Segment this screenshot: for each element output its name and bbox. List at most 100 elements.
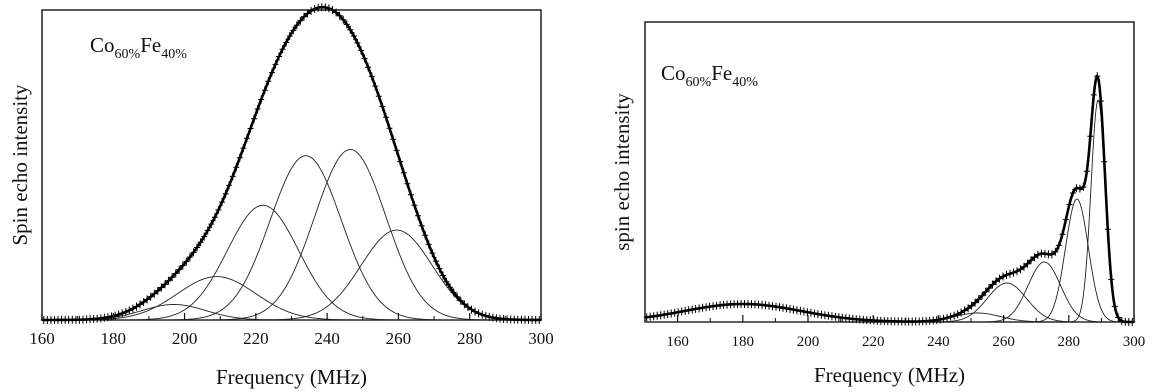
data-point: [204, 226, 211, 235]
x-tick-label: 180: [101, 329, 127, 348]
data-point: [201, 232, 208, 241]
data-point: [101, 313, 108, 322]
data-point: [272, 60, 279, 69]
data-point: [400, 168, 407, 177]
data-point: [699, 303, 706, 312]
data-point: [322, 3, 329, 12]
x-ticks-right: 160 180 200 220 240 260 280 300: [666, 315, 1145, 350]
data-point: [1066, 200, 1073, 209]
data-point: [982, 287, 989, 296]
data-point: [958, 308, 965, 317]
data-point: [379, 102, 386, 111]
data-point: [489, 313, 496, 322]
data-point: [944, 313, 951, 322]
data-point: [301, 12, 307, 21]
data-point: [393, 146, 400, 155]
data-point: [993, 277, 999, 286]
data-point: [368, 72, 375, 81]
data-point: [404, 179, 411, 188]
data-point: [787, 305, 793, 313]
data-point: [1080, 183, 1087, 191]
data-point: [215, 205, 222, 214]
y-axis-label-right: spin echo intensity: [610, 93, 634, 251]
data-point: [226, 181, 233, 190]
data-point: [472, 307, 479, 316]
data-point: [797, 306, 804, 315]
data-point: [343, 20, 350, 29]
x-tick-label: 280: [1058, 334, 1081, 350]
data-point: [325, 4, 332, 13]
data-point: [1108, 275, 1115, 284]
data-point: [194, 243, 200, 252]
component-curves-right: [644, 99, 1134, 323]
data-point: [383, 113, 389, 122]
data-point: [308, 6, 315, 15]
total-fit-right: [643, 72, 1136, 326]
data-point: [436, 264, 443, 273]
data-point: [133, 302, 140, 311]
data-point: [979, 291, 986, 300]
data-point: [1118, 317, 1125, 325]
x-tick-label: 220: [243, 329, 269, 348]
data-point: [1052, 247, 1059, 256]
data-point: [793, 306, 800, 315]
data-point: [685, 306, 692, 315]
data-point: [1014, 267, 1020, 276]
data-point: [479, 310, 486, 319]
data-point: [450, 288, 457, 297]
data-point: [290, 26, 297, 35]
data-point: [468, 305, 475, 314]
data-point: [179, 261, 186, 270]
data-point: [1024, 259, 1031, 268]
data-point: [340, 15, 347, 24]
data-point: [154, 286, 161, 295]
data-point: [1076, 184, 1083, 193]
data-point: [229, 172, 236, 181]
data-point: [429, 249, 436, 258]
data-point: [140, 298, 147, 306]
x-tick-label: 220: [862, 334, 885, 350]
data-point: [336, 11, 343, 20]
data-point: [432, 257, 439, 266]
data-point: [222, 189, 229, 198]
data-point: [1104, 225, 1111, 234]
data-point: [397, 157, 404, 166]
data-point: [258, 95, 265, 104]
data-point: [122, 307, 129, 316]
data-point: [390, 135, 397, 144]
data-point: [790, 305, 797, 314]
data-point: [989, 280, 996, 289]
data-point: [119, 309, 126, 318]
data-point: [375, 92, 382, 101]
data-point: [358, 46, 364, 55]
data-point: [158, 283, 165, 292]
data-point: [115, 310, 122, 319]
data-point: [147, 292, 154, 301]
data-point: [137, 300, 143, 309]
data-point: [954, 310, 961, 319]
data-point: [165, 276, 172, 285]
data-point: [418, 221, 425, 230]
component-curve-2: [42, 276, 541, 321]
data-point: [776, 303, 783, 312]
data-point: [425, 240, 432, 249]
data-point: [661, 310, 668, 319]
x-tick-label: 160: [666, 334, 689, 350]
data-point: [996, 274, 1003, 283]
x-tick-label: 260: [992, 334, 1015, 350]
data-point: [208, 220, 215, 229]
composition-label-left: Co60%Fe40%: [90, 33, 187, 62]
data-point: [243, 134, 250, 143]
data-point: [361, 54, 368, 63]
x-axis-label-right: Frequency (MHz): [814, 363, 965, 387]
component-curve-4: [645, 261, 1134, 323]
data-point: [671, 308, 678, 317]
data-point: [240, 144, 247, 153]
data-point: [1069, 189, 1076, 197]
data-point: [162, 280, 168, 289]
chart-right: 160 180 200 220 240 260 280 300 Co60%Fe40% Freq…: [610, 21, 1145, 387]
data-point: [1028, 256, 1034, 265]
data-point: [293, 21, 300, 30]
data-point: [261, 86, 268, 95]
data-point: [169, 273, 176, 282]
